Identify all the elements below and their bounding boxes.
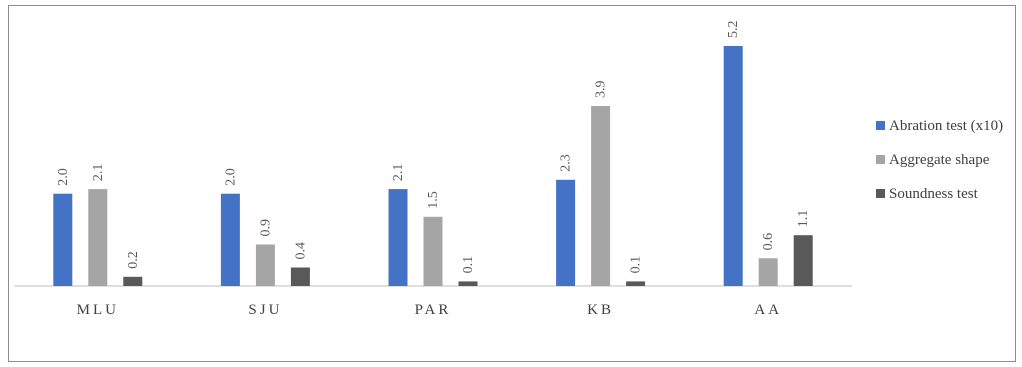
data-label-kb-aggregate-shape: 3.9 xyxy=(594,81,609,99)
data-labels-group: 2.0 2.1 0.2 2.0 0.9 0.4 2.1 1.5 0.1 2.3 3.9 0.1 5.2 0… xyxy=(56,21,811,274)
bar-aa-soundness-test xyxy=(793,235,813,286)
category-label-mlu: MLU xyxy=(77,302,119,318)
bar-par-abration-test-x10 xyxy=(388,189,408,286)
bar-mlu-abration-test-x10 xyxy=(53,193,73,286)
legend-swatch-soundness xyxy=(876,189,885,198)
legend-item-abration: Abration test (x10) xyxy=(876,116,1016,136)
bar-sju-abration-test-x10 xyxy=(220,193,240,286)
bar-sju-soundness-test xyxy=(290,267,310,286)
data-label-aa-abration-test-x10: 5.2 xyxy=(726,21,741,39)
legend-label-aggregate-shape: Aggregate shape xyxy=(889,152,990,168)
bars-group xyxy=(53,46,813,286)
legend-label-abration: Abration test (x10) xyxy=(889,118,1004,134)
legend-swatch-abration xyxy=(876,121,885,130)
bar-par-soundness-test xyxy=(458,281,478,286)
data-label-mlu-abration-test-x10: 2.0 xyxy=(56,168,71,186)
data-label-aa-aggregate-shape: 0.6 xyxy=(761,233,776,251)
bar-kb-abration-test-x10 xyxy=(556,179,576,286)
data-label-kb-abration-test-x10: 2.3 xyxy=(559,154,574,172)
legend-item-aggregate-shape: Aggregate shape xyxy=(876,150,1016,170)
category-label-aa: AA xyxy=(754,302,782,318)
data-label-sju-abration-test-x10: 2.0 xyxy=(223,168,238,186)
chart-frame xyxy=(8,5,1016,362)
bar-aa-aggregate-shape xyxy=(758,258,778,286)
data-label-mlu-soundness-test: 0.2 xyxy=(126,251,141,269)
bar-kb-aggregate-shape xyxy=(591,106,611,286)
data-label-kb-soundness-test: 0.1 xyxy=(629,256,644,274)
bar-aa-abration-test-x10 xyxy=(723,46,743,286)
data-label-aa-soundness-test: 1.1 xyxy=(796,210,811,228)
bar-par-aggregate-shape xyxy=(423,216,443,286)
bar-mlu-aggregate-shape xyxy=(88,189,108,286)
category-label-kb: KB xyxy=(587,302,614,318)
bar-mlu-soundness-test xyxy=(123,276,143,286)
data-label-sju-aggregate-shape: 0.9 xyxy=(258,219,273,237)
category-label-par: PAR xyxy=(415,302,452,318)
data-label-sju-soundness-test: 0.4 xyxy=(293,242,308,260)
data-label-par-aggregate-shape: 1.5 xyxy=(426,191,441,209)
bar-kb-soundness-test xyxy=(626,281,646,286)
category-labels-group: MLU SJU PAR KB AA xyxy=(77,302,782,318)
category-label-sju: SJU xyxy=(248,302,282,318)
data-label-mlu-aggregate-shape: 2.1 xyxy=(91,164,106,182)
legend-label-soundness: Soundness test xyxy=(889,186,978,202)
data-label-par-soundness-test: 0.1 xyxy=(461,256,476,274)
legend-swatch-aggregate-shape xyxy=(876,155,885,164)
legend-item-soundness: Soundness test xyxy=(876,184,1016,204)
bar-sju-aggregate-shape xyxy=(255,244,275,286)
data-label-par-abration-test-x10: 2.1 xyxy=(391,164,406,182)
legend: Abration test (x10) Aggregate shape Soun… xyxy=(876,116,1016,218)
